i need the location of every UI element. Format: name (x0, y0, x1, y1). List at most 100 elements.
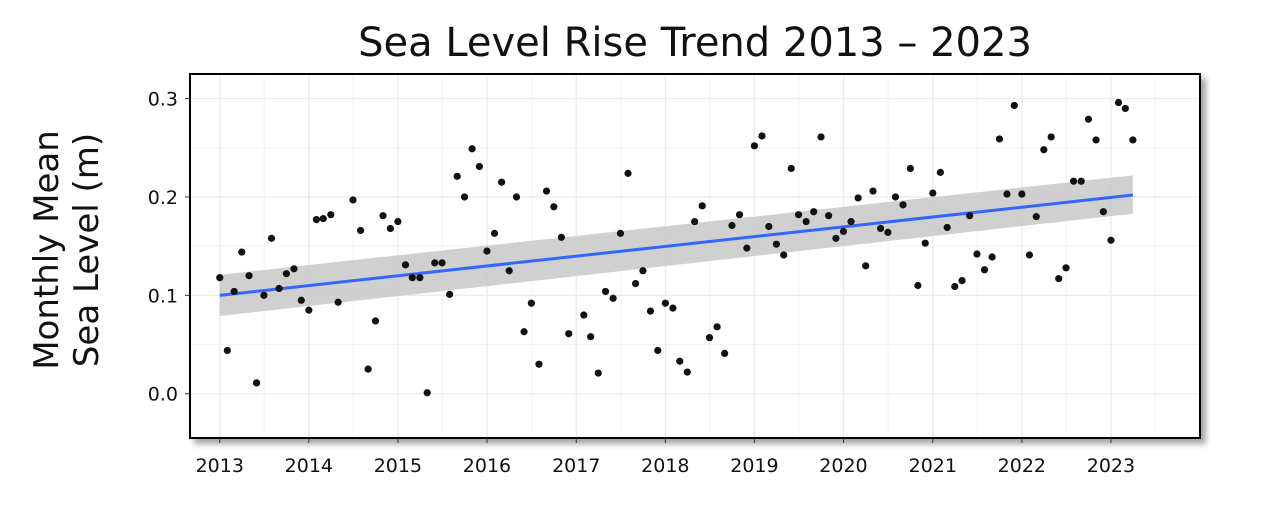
data-point (721, 349, 729, 357)
data-point (580, 311, 588, 319)
data-point (401, 261, 410, 269)
data-point (512, 193, 521, 201)
x-tick-label: 2016 (463, 455, 511, 477)
data-point (862, 262, 870, 270)
data-point (765, 222, 773, 231)
y-tick-label: 0.0 (148, 384, 178, 406)
data-point (646, 307, 655, 315)
data-point (312, 216, 321, 224)
data-point (282, 270, 290, 278)
y-axis-ticks: 0.0 0.1 0.2 0.3 (148, 89, 190, 406)
data-point (951, 282, 959, 291)
data-point (498, 178, 506, 186)
data-point (847, 217, 855, 226)
data-point (1003, 190, 1011, 198)
data-point (899, 201, 907, 209)
x-tick-label: 2013 (196, 455, 244, 477)
x-tick-label: 2014 (285, 455, 333, 477)
data-point (661, 299, 669, 307)
data-point (794, 211, 803, 219)
data-point (460, 193, 469, 201)
data-point (713, 323, 721, 331)
data-point (468, 145, 476, 153)
data-point (290, 265, 298, 273)
data-point (676, 357, 684, 365)
data-point (542, 187, 551, 195)
data-point (943, 223, 951, 232)
data-point (810, 208, 818, 216)
data-point (988, 253, 996, 261)
data-point (305, 306, 313, 314)
data-point (669, 304, 677, 312)
data-point (535, 360, 543, 368)
x-tick-label: 2020 (819, 455, 867, 477)
x-axis-ticks: 2013 2014 2015 2016 2017 2018 2019 2020 2021 2022… (196, 438, 1135, 477)
data-point (787, 164, 795, 173)
data-point (408, 274, 416, 282)
data-point (334, 298, 342, 306)
data-point (929, 189, 937, 197)
data-point (475, 162, 484, 171)
data-point (319, 215, 327, 223)
data-point (914, 281, 922, 290)
data-point (267, 234, 276, 242)
data-point (1092, 136, 1100, 144)
data-point (230, 287, 238, 296)
data-point (1129, 136, 1137, 144)
data-point (527, 299, 535, 307)
data-point (884, 228, 892, 236)
data-point (995, 135, 1004, 143)
data-point (453, 172, 461, 180)
data-point (327, 211, 335, 219)
x-tick-label: 2023 (1087, 455, 1135, 477)
data-point (832, 234, 840, 242)
data-point (379, 212, 387, 220)
data-point (772, 240, 780, 248)
data-point (691, 217, 699, 226)
data-point (587, 333, 595, 341)
data-point (966, 212, 974, 220)
chart-title: Sea Level Rise Trend 2013 – 2023 (358, 20, 1032, 66)
data-point (446, 290, 454, 298)
data-point (371, 317, 380, 325)
data-point (438, 259, 446, 267)
y-tick-label: 0.1 (148, 285, 178, 307)
data-point (1018, 190, 1026, 198)
data-point (223, 346, 231, 355)
data-point (1069, 177, 1078, 185)
data-point (698, 202, 706, 210)
data-point (260, 291, 268, 299)
data-point (825, 212, 833, 220)
data-point (973, 250, 981, 258)
trend-line-layer (219, 193, 1134, 297)
data-point (758, 132, 766, 140)
data-point (817, 133, 825, 141)
data-point (936, 168, 944, 176)
data-point (1107, 236, 1115, 244)
data-point (245, 272, 253, 280)
data-point (364, 365, 372, 373)
data-point (728, 221, 736, 230)
data-point (609, 294, 617, 302)
data-point (505, 267, 513, 275)
data-point (490, 229, 499, 237)
data-point (802, 217, 810, 226)
data-point (854, 194, 862, 202)
data-point (297, 296, 305, 304)
data-point (705, 334, 714, 342)
data-point (1010, 101, 1018, 110)
data-point (557, 233, 565, 241)
data-point (1032, 213, 1040, 221)
data-point (216, 274, 224, 282)
data-point (980, 266, 989, 274)
x-tick-label: 2019 (730, 455, 778, 477)
data-point (394, 217, 402, 226)
y-tick-label: 0.3 (148, 89, 178, 111)
x-tick-label: 2022 (998, 455, 1046, 477)
data-point (356, 226, 365, 235)
data-point (1025, 251, 1034, 259)
data-point (1099, 208, 1107, 216)
data-points (216, 98, 1137, 397)
data-point (750, 142, 759, 150)
